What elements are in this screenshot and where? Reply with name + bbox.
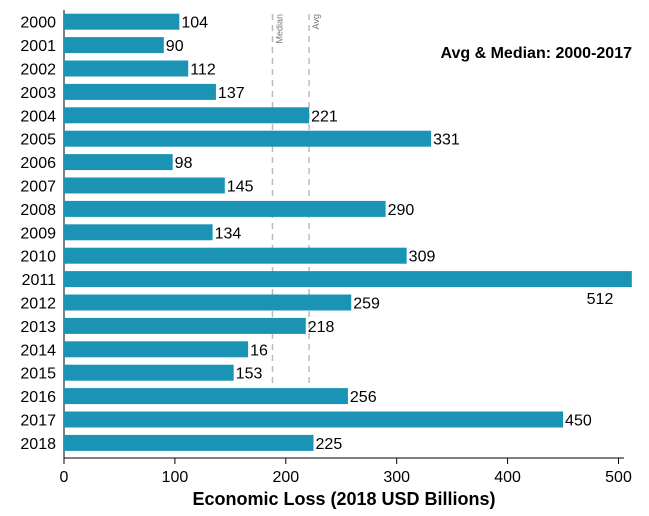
reference-label-avg: Avg <box>311 14 321 29</box>
category-label: 2007 <box>20 179 56 196</box>
x-axis-title: Economic Loss (2018 USD Billions) <box>192 489 495 509</box>
category-label: 2006 <box>20 155 56 172</box>
reference-label-median: Median <box>274 14 284 44</box>
value-label: 145 <box>227 179 254 196</box>
value-label: 134 <box>215 225 242 242</box>
category-label: 2012 <box>20 296 56 313</box>
value-label: 290 <box>388 202 415 219</box>
bar-2018 <box>64 434 314 451</box>
category-label: 2016 <box>20 389 56 406</box>
bar-2006 <box>64 154 173 171</box>
value-label: 512 <box>587 291 614 308</box>
bar-2016 <box>64 388 348 405</box>
chart-title: Avg & Median: 2000-2017 <box>441 45 633 62</box>
x-ticks: 0 100 200 300 400 500 <box>60 458 632 486</box>
value-label: 153 <box>236 366 263 383</box>
bar-2002 <box>64 60 189 77</box>
bar-2005 <box>64 130 432 147</box>
bar-2013 <box>64 317 306 334</box>
bar-2014 <box>64 341 249 358</box>
value-label: 259 <box>353 296 380 313</box>
bar-2017 <box>64 411 564 428</box>
category-label: 2011 <box>22 272 57 289</box>
category-label: 2009 <box>20 225 56 242</box>
category-label: 2014 <box>20 342 56 359</box>
bar-2003 <box>64 83 216 100</box>
category-label: 2003 <box>20 85 56 102</box>
value-label: 112 <box>190 62 216 79</box>
bar-2015 <box>64 364 234 381</box>
value-label: 16 <box>250 342 268 359</box>
category-label: 2018 <box>20 436 56 453</box>
value-label: 221 <box>311 108 338 125</box>
bars <box>64 13 632 451</box>
value-label: 225 <box>316 436 343 453</box>
bar-2012 <box>64 294 352 311</box>
category-label: 2013 <box>20 319 56 336</box>
bar-2007 <box>64 177 225 194</box>
value-label: 218 <box>308 319 335 336</box>
bar-2009 <box>64 224 213 241</box>
category-label: 2001 <box>20 38 56 55</box>
x-tick-label: 200 <box>272 469 299 486</box>
category-label: 2005 <box>20 132 56 149</box>
category-label: 2008 <box>20 202 56 219</box>
bar-2000 <box>64 13 180 30</box>
value-label: 137 <box>218 85 245 102</box>
x-tick-label: 400 <box>494 469 521 486</box>
bar-2008 <box>64 200 386 217</box>
x-tick-label: 300 <box>383 469 410 486</box>
value-label: 309 <box>409 249 436 266</box>
bar-2001 <box>64 37 164 54</box>
x-tick-label: 100 <box>162 469 189 486</box>
bar-2010 <box>64 247 407 264</box>
category-label: 2010 <box>20 249 56 266</box>
bar-2011 <box>64 271 632 288</box>
value-label: 450 <box>565 413 592 430</box>
value-label: 90 <box>166 38 184 55</box>
category-label: 2002 <box>20 62 56 79</box>
value-label: 104 <box>181 15 208 32</box>
value-label: 256 <box>350 389 377 406</box>
x-tick-label: 0 <box>60 469 69 486</box>
category-label: 2015 <box>20 366 56 383</box>
category-label: 2017 <box>20 413 56 430</box>
labels: 2000 104 2001 90 2002 112 2003 137 2004 221 2005 33… <box>20 15 613 453</box>
value-label: 331 <box>433 132 460 149</box>
bar-2004 <box>64 107 310 124</box>
x-tick-label: 500 <box>605 469 632 486</box>
value-label: 98 <box>175 155 193 172</box>
category-label: 2000 <box>20 15 56 32</box>
category-label: 2004 <box>20 108 56 125</box>
